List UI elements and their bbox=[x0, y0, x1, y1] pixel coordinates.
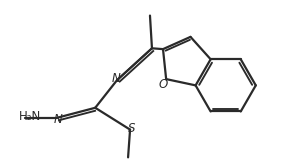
Text: O: O bbox=[158, 78, 167, 91]
Text: S: S bbox=[128, 122, 135, 135]
Text: H₂N: H₂N bbox=[19, 110, 41, 123]
Text: N: N bbox=[111, 71, 120, 84]
Text: N: N bbox=[54, 114, 62, 127]
